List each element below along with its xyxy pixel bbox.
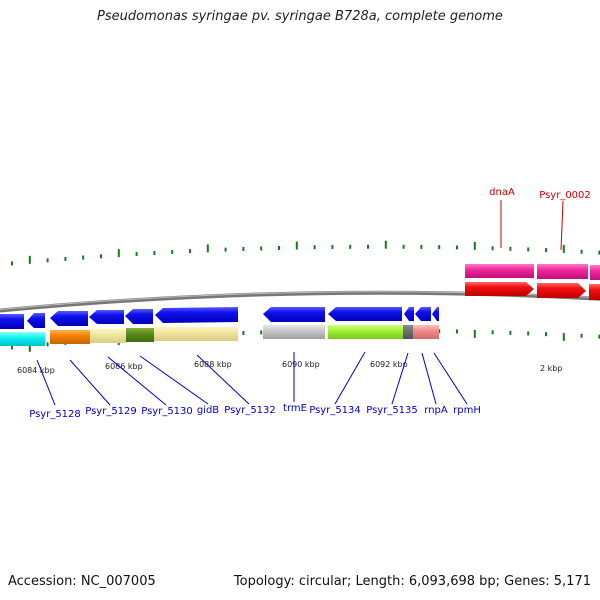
scale-label: 6084 kbp xyxy=(17,366,55,375)
leader-Psyr_5128 xyxy=(36,359,56,406)
forward-gene-leaders xyxy=(500,200,564,251)
gene-label-trmE[interactable]: trmE xyxy=(283,403,307,414)
gene-arrow-gidB[interactable] xyxy=(125,309,153,324)
leader-Psyr_5132 xyxy=(196,354,250,405)
scale-label: 6088 kbp xyxy=(194,360,232,369)
gene-label-Psyr_5130[interactable]: Psyr_5130 xyxy=(141,406,193,417)
cog-track-Psyr_0002[interactable] xyxy=(537,264,588,279)
gene-label-Psyr_5128[interactable]: Psyr_5128 xyxy=(29,409,81,420)
reverse-gene-leaders xyxy=(36,351,468,406)
gene-arrow-dnaA[interactable] xyxy=(465,282,534,296)
cog-track-rnpA[interactable] xyxy=(413,325,439,339)
gene-label-Psyr_0002[interactable]: Psyr_0002 xyxy=(539,190,591,201)
leader-Psyr_5130 xyxy=(107,356,167,406)
gene-arrow-Psyr_0002[interactable] xyxy=(537,283,586,298)
gene-label-Psyr_5129[interactable]: Psyr_5129 xyxy=(85,406,137,417)
cog-track-prev[interactable] xyxy=(0,332,45,346)
gene-arrow-Psyr_5129[interactable] xyxy=(50,311,88,326)
tick-marks-top xyxy=(11,240,600,266)
reverse-gene-arrows xyxy=(0,307,439,329)
leader-rnpA xyxy=(421,352,437,405)
accession-text: Accession: NC_007005 xyxy=(8,574,156,589)
gene-arrow-Psyr_5134[interactable] xyxy=(328,307,402,321)
cog-track-Psyr_5130[interactable] xyxy=(90,329,126,343)
scale-label: 6086 kbp xyxy=(105,362,143,371)
forward-feature-tracks xyxy=(465,264,600,300)
leader-rpmH xyxy=(433,352,468,405)
gene-arrow-Psyr_5128[interactable] xyxy=(27,313,45,328)
gene-arrow-Psyr_5132[interactable] xyxy=(155,307,238,323)
gene-label-rnpA[interactable]: rnpA xyxy=(424,405,448,416)
leader-Psyr_5135 xyxy=(391,352,409,405)
leader-Psyr_5134 xyxy=(334,351,366,405)
leader-Psyr_5129 xyxy=(69,359,111,406)
scale-labels: 6084 kbp 6086 kbp 6088 kbp 6090 kbp 6092… xyxy=(17,360,562,375)
cog-track-trmE[interactable] xyxy=(263,325,325,339)
forward-gene-labels: dnaA Psyr_0002 xyxy=(489,187,591,201)
gene-label-gidB[interactable]: gidB xyxy=(197,405,219,416)
reverse-gene-labels: Psyr_5128 Psyr_5129 Psyr_5130 gidB Psyr_… xyxy=(29,403,481,420)
gene-arrow-Psyr_5135[interactable] xyxy=(404,307,414,321)
gene-arrow-next[interactable] xyxy=(589,284,600,300)
gene-label-rpmH[interactable]: rpmH xyxy=(453,405,481,416)
cog-track-next[interactable] xyxy=(590,265,600,280)
gene-arrow-Psyr_5130[interactable] xyxy=(89,310,124,324)
cog-track-gidB[interactable] xyxy=(126,328,154,342)
cog-track-Psyr_5135[interactable] xyxy=(403,325,413,339)
gene-label-dnaA[interactable]: dnaA xyxy=(489,187,515,198)
gene-arrow-prev[interactable] xyxy=(0,314,24,329)
reverse-cog-tracks xyxy=(0,325,439,346)
cog-track-Psyr_5129[interactable] xyxy=(50,330,90,344)
cog-track-Psyr_5132[interactable] xyxy=(154,327,238,341)
gene-arrow-rpmH[interactable] xyxy=(432,307,439,321)
scale-label: 2 kbp xyxy=(540,364,562,373)
leader-gidB xyxy=(139,355,209,405)
scale-label: 6092 kbp xyxy=(370,360,408,369)
gene-arrow-trmE[interactable] xyxy=(263,307,325,322)
gene-label-Psyr_5132[interactable]: Psyr_5132 xyxy=(224,405,276,416)
leader-Psyr_0002 xyxy=(560,200,564,251)
gene-label-Psyr_5135[interactable]: Psyr_5135 xyxy=(366,405,418,416)
gene-arrow-rnpA[interactable] xyxy=(415,307,431,321)
topology-text: Topology: circular; Length: 6,093,698 bp… xyxy=(233,574,591,589)
scale-label: 6090 kbp xyxy=(282,360,320,369)
gene-label-Psyr_5134[interactable]: Psyr_5134 xyxy=(309,405,361,416)
cog-track-Psyr_5134[interactable] xyxy=(328,325,403,339)
map-title: Pseudomonas syringae pv. syringae B728a,… xyxy=(97,9,503,24)
cog-track-dnaA[interactable] xyxy=(465,264,534,278)
